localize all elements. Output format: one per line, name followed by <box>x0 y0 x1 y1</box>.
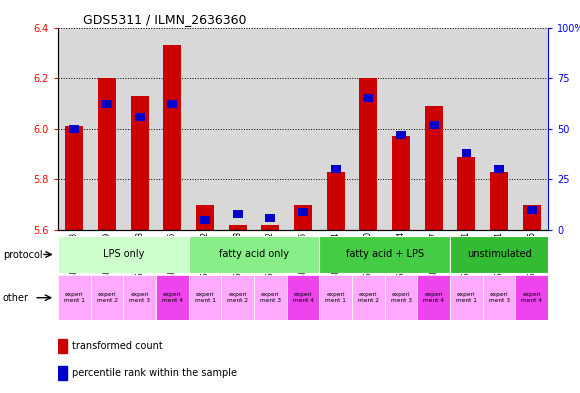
Text: experi
ment 1: experi ment 1 <box>456 292 477 303</box>
Bar <box>90 275 124 320</box>
Text: experi
ment 2: experi ment 2 <box>358 292 379 303</box>
Bar <box>392 136 410 230</box>
Bar <box>58 236 188 273</box>
Bar <box>298 208 308 216</box>
Text: fatty acid only: fatty acid only <box>219 250 289 259</box>
Bar <box>418 275 450 320</box>
Text: experi
ment 3: experi ment 3 <box>488 292 510 303</box>
Text: experi
ment 3: experi ment 3 <box>260 292 281 303</box>
Text: protocol: protocol <box>3 250 42 260</box>
Text: experi
ment 1: experi ment 1 <box>325 292 346 303</box>
Bar <box>483 275 516 320</box>
Bar <box>188 28 222 230</box>
Bar <box>385 28 418 230</box>
Text: experi
ment 2: experi ment 2 <box>96 292 118 303</box>
Bar <box>156 275 188 320</box>
Bar <box>364 94 374 103</box>
Text: GDS5311 / ILMN_2636360: GDS5311 / ILMN_2636360 <box>82 13 246 26</box>
Bar <box>385 275 418 320</box>
Bar <box>450 275 483 320</box>
Text: experi
ment 3: experi ment 3 <box>390 292 412 303</box>
Bar <box>229 225 246 230</box>
Text: experi
ment 4: experi ment 4 <box>162 292 183 303</box>
Bar <box>66 126 84 230</box>
Bar <box>327 172 345 230</box>
Bar <box>188 275 222 320</box>
Bar <box>254 275 287 320</box>
Bar <box>320 236 450 273</box>
Bar <box>222 28 254 230</box>
Text: experi
ment 3: experi ment 3 <box>129 292 150 303</box>
Bar <box>360 78 378 230</box>
Bar <box>294 205 312 230</box>
Bar <box>352 275 385 320</box>
Bar <box>483 28 516 230</box>
Bar <box>450 236 548 273</box>
Bar <box>494 165 504 173</box>
Text: experi
ment 4: experi ment 4 <box>521 292 542 303</box>
Text: transformed count: transformed count <box>72 341 163 351</box>
Bar <box>196 205 214 230</box>
Bar <box>124 275 156 320</box>
Bar <box>490 172 508 230</box>
Bar <box>266 214 275 222</box>
Text: experi
ment 1: experi ment 1 <box>64 292 85 303</box>
Bar <box>254 28 287 230</box>
Bar <box>130 96 148 230</box>
Bar <box>262 225 280 230</box>
Bar <box>516 28 548 230</box>
Bar <box>352 28 385 230</box>
Bar <box>58 275 90 320</box>
Bar <box>458 156 476 230</box>
Text: experi
ment 2: experi ment 2 <box>227 292 248 303</box>
Bar <box>320 275 352 320</box>
Bar <box>58 339 67 353</box>
Bar <box>425 106 443 230</box>
Bar <box>523 205 541 230</box>
Bar <box>58 366 67 380</box>
Text: LPS only: LPS only <box>103 250 144 259</box>
Bar <box>331 165 340 173</box>
Bar <box>429 121 438 129</box>
Bar <box>135 112 144 121</box>
Bar <box>516 275 548 320</box>
Text: other: other <box>3 293 29 303</box>
Bar <box>320 28 352 230</box>
Bar <box>287 28 320 230</box>
Bar <box>98 78 116 230</box>
Bar <box>188 236 320 273</box>
Bar <box>222 275 254 320</box>
Bar <box>168 100 177 108</box>
Bar <box>102 100 112 108</box>
Bar <box>287 275 320 320</box>
Bar <box>90 28 124 230</box>
Bar <box>396 131 406 139</box>
Bar <box>70 125 79 133</box>
Text: experi
ment 4: experi ment 4 <box>292 292 314 303</box>
Bar <box>164 45 182 230</box>
Bar <box>200 216 210 224</box>
Bar <box>58 28 90 230</box>
Bar <box>156 28 188 230</box>
Text: experi
ment 1: experi ment 1 <box>195 292 215 303</box>
Bar <box>418 28 450 230</box>
Bar <box>450 28 483 230</box>
Text: fatty acid + LPS: fatty acid + LPS <box>346 250 424 259</box>
Bar <box>462 149 472 157</box>
Text: percentile rank within the sample: percentile rank within the sample <box>72 368 237 378</box>
Text: unstimulated: unstimulated <box>467 250 531 259</box>
Bar <box>527 206 536 214</box>
Text: experi
ment 4: experi ment 4 <box>423 292 444 303</box>
Bar <box>124 28 156 230</box>
Bar <box>233 210 242 218</box>
